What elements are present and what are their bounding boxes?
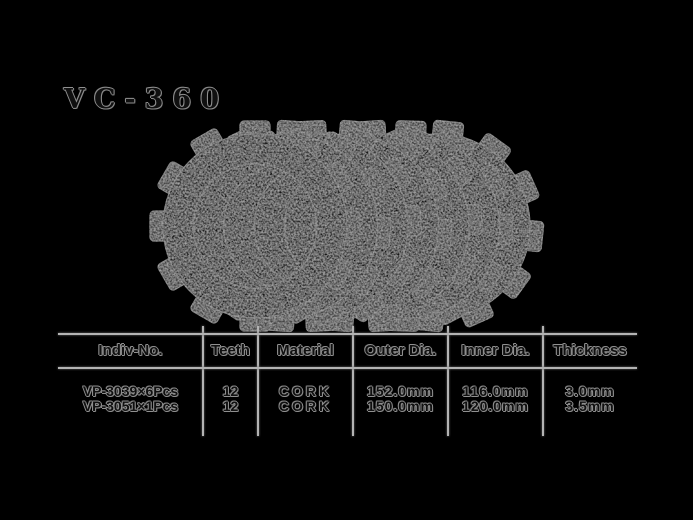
col-header-material: Material <box>277 341 334 359</box>
spec-table: Indiv-No. Teeth Material Outer Dia. Inne… <box>58 326 637 436</box>
column-divider <box>352 326 354 436</box>
col-header-indiv-no: Indiv-No. <box>98 341 163 359</box>
col-header-teeth: Teeth <box>211 341 250 359</box>
col-header-inner-dia: Inner Dia. <box>461 341 530 359</box>
table-header-row: Indiv-No. Teeth Material Outer Dia. Inne… <box>58 335 637 365</box>
clutch-plate <box>149 120 361 332</box>
table-row: VP-3051×1Pcs 12 CORK 150.0mm 120.0mm 3.5… <box>58 397 637 414</box>
column-divider <box>542 326 544 436</box>
cell-teeth: 12 <box>222 382 239 399</box>
cell-material: CORK <box>278 397 333 414</box>
cell-teeth: 12 <box>222 397 239 414</box>
cell-thickness: 3.5mm <box>565 397 615 414</box>
column-divider <box>257 326 259 436</box>
table-row: VP-3039×6Pcs 12 CORK 152.0mm 116.0mm 3.0… <box>58 382 637 399</box>
column-divider <box>447 326 449 436</box>
table-top-border <box>58 333 637 335</box>
clutch-plates-image <box>149 119 545 333</box>
cell-indiv-no: VP-3051×1Pcs <box>82 397 179 414</box>
cell-outer-dia: 152.0mm <box>367 382 434 399</box>
product-photo <box>138 112 658 342</box>
col-header-outer-dia: Outer Dia. <box>364 341 437 359</box>
cell-thickness: 3.0mm <box>565 382 615 399</box>
header-divider <box>58 367 637 369</box>
cell-material: CORK <box>278 382 333 399</box>
cell-outer-dia: 150.0mm <box>367 397 434 414</box>
table-body: VP-3039×6Pcs 12 CORK 152.0mm 116.0mm 3.0… <box>58 382 637 414</box>
col-header-thickness: Thickness <box>553 341 627 359</box>
cell-indiv-no: VP-3039×6Pcs <box>82 382 179 399</box>
page-title: VC-360 <box>64 84 229 115</box>
column-divider <box>202 326 204 436</box>
cell-inner-dia: 120.0mm <box>462 397 529 414</box>
cell-inner-dia: 116.0mm <box>462 382 529 399</box>
